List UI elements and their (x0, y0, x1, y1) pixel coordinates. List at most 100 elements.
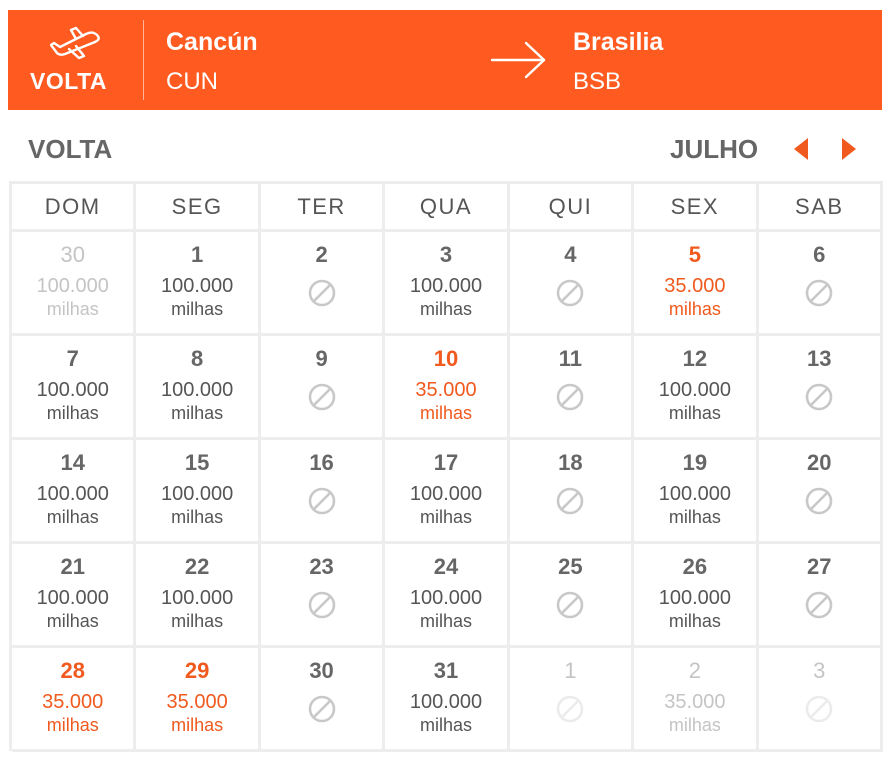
calendar-day: 1 (509, 648, 635, 752)
day-unit: milhas (419, 715, 472, 735)
calendar-day: 27 (758, 544, 883, 648)
calendar-day[interactable]: 31 100.000 milhas (385, 648, 510, 752)
calendar-day[interactable]: 12 100.000 milhas (634, 336, 759, 440)
calendar-day: 11 (509, 336, 635, 440)
day-unit: milhas (668, 507, 721, 527)
unavailable-icon (557, 591, 584, 619)
day-unit: milhas (46, 715, 99, 735)
calendar-day: 6 (758, 232, 883, 336)
calendar-day[interactable]: 28 35.000 milhas (12, 648, 137, 752)
caret-left-icon[interactable] (790, 136, 812, 162)
day-number: 24 (433, 554, 459, 579)
day-number: 26 (682, 554, 708, 579)
day-number: 2 (688, 658, 701, 683)
calendar-day[interactable]: 7 100.000 milhas (12, 336, 137, 440)
day-unit: milhas (171, 403, 224, 423)
header-divider (143, 20, 144, 100)
day-unit: milhas (668, 715, 721, 735)
calendar-day[interactable]: 17 100.000 milhas (385, 440, 510, 544)
day-price: 100.000 (160, 379, 234, 401)
day-number: 1 (191, 242, 204, 267)
calendar-day: 20 (758, 440, 883, 544)
day-price: 100.000 (658, 379, 731, 401)
leg-indicator: VOLTA (8, 10, 143, 110)
calendar-day[interactable]: 29 35.000 milhas (136, 648, 261, 752)
calendar-grid: DOM SEG TER QUA QUI SEX SAB 30 100.000 milhas 1 100… (9, 181, 883, 752)
day-unit: milhas (419, 611, 472, 631)
day-number: 18 (558, 450, 583, 475)
calendar-day[interactable]: 10 35.000 milhas (385, 336, 510, 440)
day-number: 12 (682, 346, 708, 371)
day-number: 27 (807, 554, 832, 579)
day-number: 6 (813, 242, 826, 267)
weekday-header: SEG (136, 184, 261, 232)
day-unit: milhas (171, 611, 224, 631)
unavailable-icon (805, 487, 833, 515)
day-number: 9 (315, 346, 328, 371)
calendar-day[interactable]: 3 100.000 milhas (385, 232, 510, 336)
day-number: 3 (813, 658, 826, 683)
caret-right-icon[interactable] (838, 136, 860, 162)
calendar-day: 13 (758, 336, 883, 440)
calendar-day: 9 (260, 336, 386, 440)
destination-city: Brasilia (573, 28, 664, 56)
day-number: 31 (433, 658, 459, 683)
day-price: 100.000 (409, 587, 483, 609)
day-unit: milhas (46, 403, 99, 423)
day-price: 35.000 (664, 275, 726, 297)
calendar-day[interactable]: 21 100.000 milhas (12, 544, 137, 648)
day-unit: milhas (668, 403, 721, 423)
day-number: 16 (309, 450, 334, 475)
calendar-day: 30 (260, 648, 386, 752)
day-number: 11 (558, 346, 583, 371)
calendar-day[interactable]: 8 100.000 milhas (136, 336, 261, 440)
calendar-day: 23 (260, 544, 386, 648)
day-number: 10 (433, 346, 459, 371)
weekday-header: SEX (634, 184, 759, 232)
unavailable-icon (308, 695, 335, 723)
calendar-day: 30 100.000 milhas (12, 232, 137, 336)
unavailable-icon (805, 591, 833, 619)
day-price: 100.000 (160, 587, 234, 609)
day-price: 35.000 (42, 691, 104, 713)
calendar-day[interactable]: 5 35.000 milhas (634, 232, 759, 336)
calendar-day[interactable]: 15 100.000 milhas (136, 440, 261, 544)
day-number: 28 (60, 658, 85, 683)
unavailable-icon (557, 279, 584, 307)
calendar-day[interactable]: 22 100.000 milhas (136, 544, 261, 648)
day-number: 13 (807, 346, 832, 371)
day-price: 100.000 (160, 275, 234, 297)
day-unit: milhas (419, 299, 472, 319)
day-price: 35.000 (415, 379, 477, 401)
day-price: 100.000 (409, 691, 483, 713)
day-price: 100.000 (658, 587, 731, 609)
day-price: 100.000 (36, 483, 109, 505)
calendar-day: 4 (509, 232, 635, 336)
calendar-day: 18 (509, 440, 635, 544)
unavailable-icon (308, 383, 335, 411)
day-unit: milhas (46, 299, 99, 319)
unavailable-icon (557, 487, 584, 515)
day-price: 100.000 (409, 275, 483, 297)
day-unit: milhas (668, 299, 721, 319)
day-number: 14 (60, 450, 85, 475)
day-number: 30 (309, 658, 334, 683)
calendar-day[interactable]: 19 100.000 milhas (634, 440, 759, 544)
unavailable-icon (805, 383, 833, 411)
day-unit: milhas (46, 507, 99, 527)
calendar-day[interactable]: 14 100.000 milhas (12, 440, 137, 544)
day-number: 4 (564, 242, 577, 267)
calendar-day[interactable]: 24 100.000 milhas (385, 544, 510, 648)
day-unit: milhas (419, 507, 472, 527)
unavailable-icon (308, 279, 335, 307)
day-unit: milhas (171, 715, 224, 735)
unavailable-icon (308, 591, 335, 619)
day-number: 5 (688, 242, 701, 267)
calendar-day[interactable]: 26 100.000 milhas (634, 544, 759, 648)
day-price: 100.000 (658, 483, 731, 505)
day-number: 21 (60, 554, 85, 579)
day-price: 100.000 (36, 275, 109, 297)
calendar-day[interactable]: 1 100.000 milhas (136, 232, 261, 336)
day-unit: milhas (171, 299, 224, 319)
day-price: 35.000 (664, 691, 726, 713)
